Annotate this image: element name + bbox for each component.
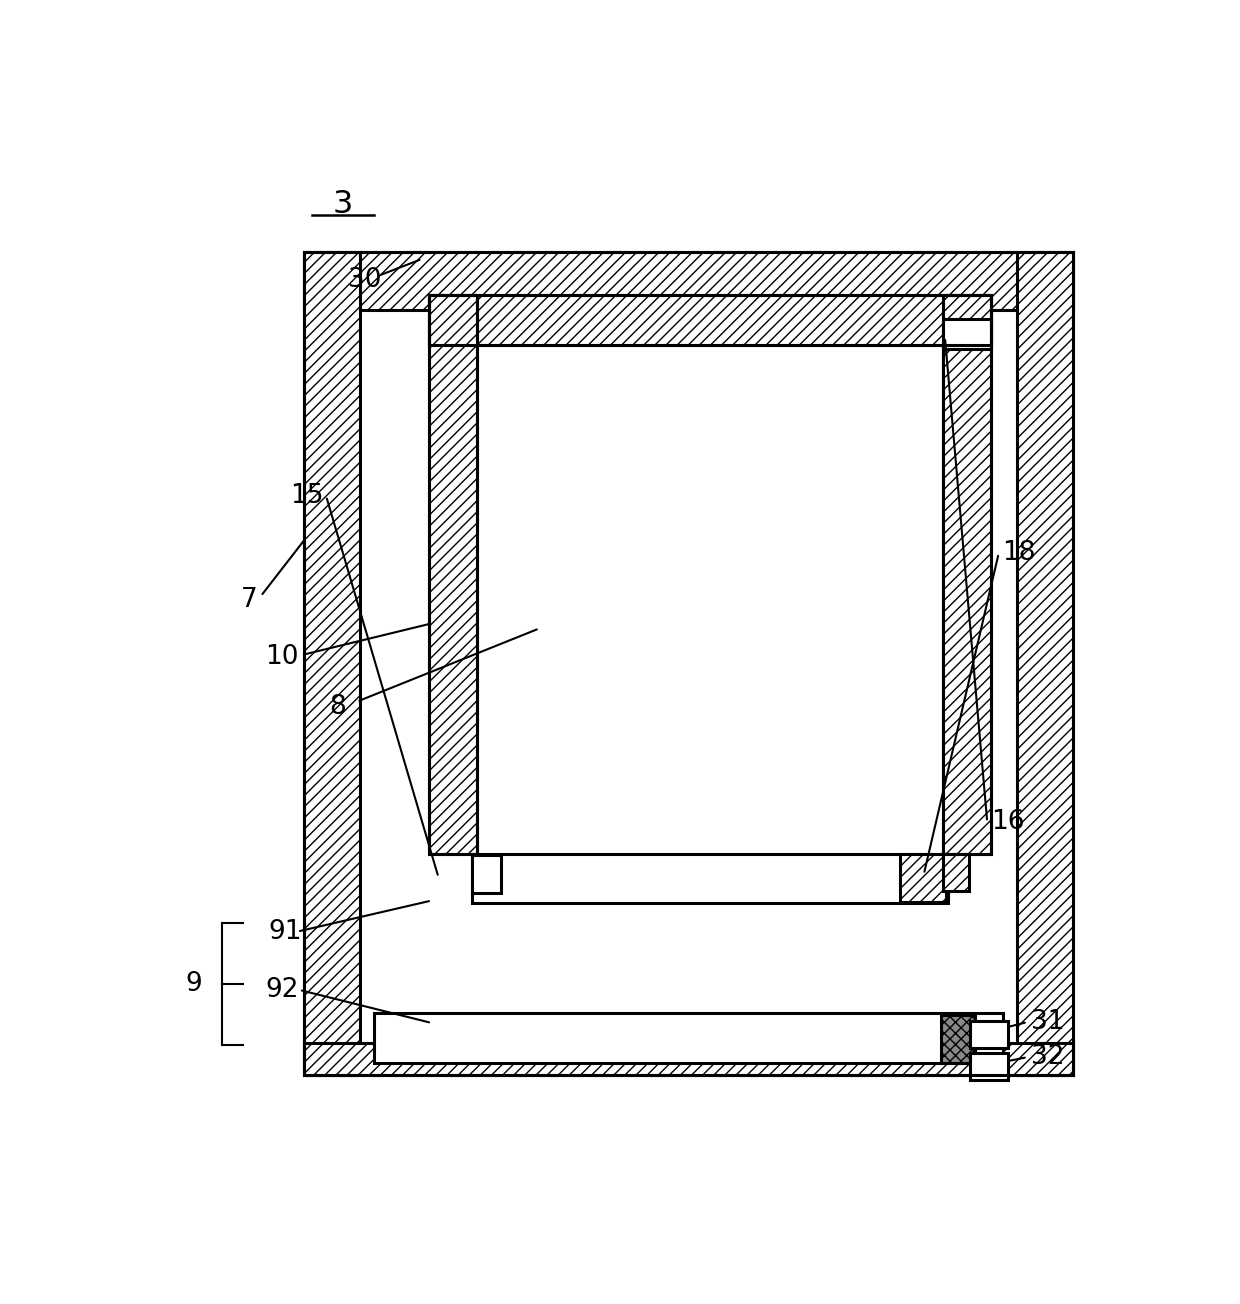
Bar: [472, 854, 947, 902]
Bar: [304, 1043, 1073, 1076]
Bar: [970, 1054, 1008, 1080]
Text: 18: 18: [1003, 540, 1037, 566]
Bar: [472, 855, 501, 893]
Bar: [942, 854, 970, 892]
Bar: [477, 346, 942, 854]
Bar: [900, 854, 946, 901]
Text: 16: 16: [991, 810, 1024, 835]
Bar: [1017, 252, 1073, 1076]
Text: 3: 3: [332, 189, 352, 220]
Bar: [304, 252, 1073, 1076]
Text: 31: 31: [1032, 1009, 1065, 1035]
Bar: [304, 252, 1073, 310]
Text: 32: 32: [1032, 1045, 1065, 1071]
Bar: [429, 295, 991, 346]
Bar: [942, 295, 991, 854]
Bar: [429, 295, 991, 346]
Text: 9: 9: [185, 971, 202, 996]
Text: 7: 7: [241, 587, 258, 613]
Bar: [429, 295, 477, 854]
Text: 92: 92: [265, 977, 299, 1003]
Bar: [970, 1021, 1008, 1048]
Text: 8: 8: [329, 694, 346, 720]
Bar: [304, 252, 360, 1076]
Bar: [941, 1015, 975, 1063]
Bar: [360, 310, 1017, 1043]
Bar: [942, 295, 991, 854]
Text: 10: 10: [265, 643, 299, 669]
Text: 91: 91: [268, 918, 301, 944]
Bar: [942, 319, 991, 349]
Text: 30: 30: [347, 267, 381, 293]
Text: 15: 15: [290, 482, 324, 509]
Bar: [374, 1013, 1003, 1063]
Bar: [429, 295, 477, 854]
